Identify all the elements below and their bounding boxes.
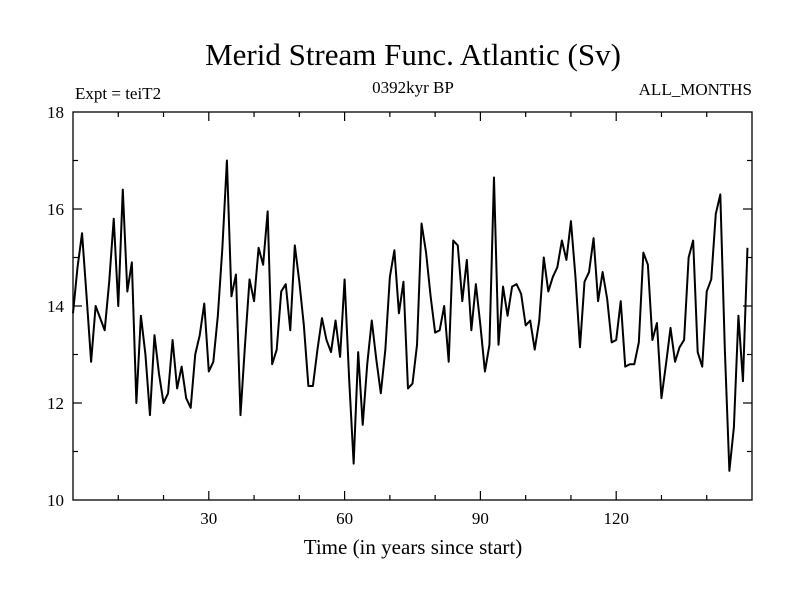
chart-title: Merid Stream Func. Atlantic (Sv) <box>205 37 621 72</box>
series-group <box>72 159 749 472</box>
y-tick-label: 10 <box>47 491 64 510</box>
x-tick-label: 120 <box>603 509 629 528</box>
experiment-label: Expt = teiT2 <box>75 84 161 103</box>
x-tick-label: 30 <box>200 509 217 528</box>
y-tick-label: 16 <box>47 200 64 219</box>
y-tick-label: 12 <box>47 394 64 413</box>
months-label: ALL_MONTHS <box>639 80 752 99</box>
series-line <box>72 159 749 472</box>
x-tick-label: 60 <box>336 509 353 528</box>
period-label: 0392kyr BP <box>372 78 454 97</box>
y-tick-label: 18 <box>47 103 64 122</box>
x-axis-label: Time (in years since start) <box>304 535 523 559</box>
x-tick-label: 90 <box>472 509 489 528</box>
y-tick-label: 14 <box>47 297 65 316</box>
